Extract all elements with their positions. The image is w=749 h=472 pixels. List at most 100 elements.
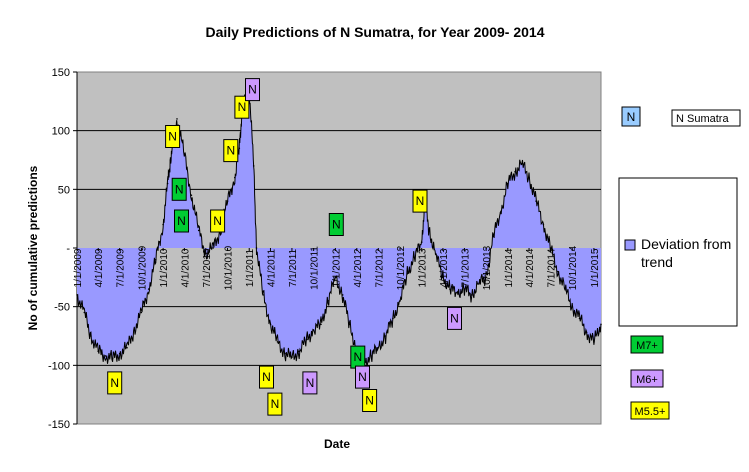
y-tick-label: -100 xyxy=(48,360,70,372)
y-tick-label: -150 xyxy=(48,419,70,431)
data-point xyxy=(593,341,595,343)
legend-deviation-box xyxy=(618,177,738,327)
event-marker-label: N xyxy=(262,370,271,384)
data-point xyxy=(76,294,78,296)
data-point xyxy=(370,355,373,357)
legend-magnitude-label: M7+ xyxy=(636,340,658,352)
data-point xyxy=(284,352,286,355)
y-axis-label: No of cumulative predictions xyxy=(26,165,40,330)
x-tick-label: 7/1/2014 xyxy=(547,248,558,287)
x-tick-label: 1/1/2014 xyxy=(504,248,515,287)
x-tick-label: 4/1/2011 xyxy=(267,248,278,287)
magnitude-legend: M7+ M6+ M5.5+ xyxy=(630,335,670,420)
data-point xyxy=(600,323,602,326)
x-tick-label: 1/1/2013 xyxy=(418,248,429,287)
event-marker xyxy=(165,125,181,148)
legend-deviation-label-line2: trend xyxy=(641,254,673,270)
data-point xyxy=(420,241,423,243)
legend-magnitude-label: M6+ xyxy=(636,374,658,386)
event-marker xyxy=(234,95,250,119)
data-point xyxy=(406,273,409,275)
legend-magnitude-label: M5.5+ xyxy=(635,406,666,418)
legend-series-marker xyxy=(621,106,641,127)
x-tick-label: 4/1/2009 xyxy=(94,248,105,287)
data-point xyxy=(205,253,207,255)
event-marker xyxy=(447,306,462,330)
data-point xyxy=(269,323,272,326)
data-point xyxy=(470,294,473,296)
event-marker-label: N xyxy=(238,100,247,114)
event-marker xyxy=(210,209,226,233)
event-marker-label: N xyxy=(226,144,235,158)
x-tick-label: 10/1/2013 xyxy=(482,245,493,290)
y-tick-label: - xyxy=(66,243,70,255)
legend-magnitude-swatch xyxy=(630,369,664,388)
data-point xyxy=(118,352,121,355)
event-marker-label: N xyxy=(271,397,280,411)
event-marker-label: N xyxy=(306,376,315,390)
data-point xyxy=(413,256,416,259)
x-tick-label: 10/1/2011 xyxy=(310,246,321,290)
x-tick-label: 1/1/2012 xyxy=(331,248,342,287)
plot-area: 150 100 50 - -50 -100 -150 1/1/2009 4/1/2009 7/1/… xyxy=(48,67,602,431)
data-point xyxy=(514,170,516,173)
data-point xyxy=(262,294,264,296)
x-tick-label: 7/1/2012 xyxy=(374,248,385,287)
legend-series-marker-label: N xyxy=(627,110,636,124)
data-point xyxy=(190,194,193,196)
data-point xyxy=(571,305,573,308)
chart-title: Daily Predictions of N Sumatra, for Year… xyxy=(205,24,544,40)
event-marker xyxy=(355,365,370,389)
legend-series-name: N Sumatra xyxy=(676,113,729,125)
event-marker xyxy=(171,177,187,201)
data-point xyxy=(478,282,480,285)
data-point xyxy=(542,223,545,226)
event-marker xyxy=(245,78,260,102)
legend-magnitude-swatch xyxy=(630,335,664,354)
legend-deviation-label-line1: Deviation from xyxy=(641,236,731,252)
x-tick-label: 7/1/2009 xyxy=(116,248,127,287)
x-tick-label: 7/1/2013 xyxy=(460,248,471,287)
event-marker xyxy=(267,392,283,416)
data-point xyxy=(399,300,401,302)
data-point xyxy=(83,311,86,314)
x-tick-label: 10/1/2012 xyxy=(396,245,407,290)
data-point xyxy=(485,276,487,279)
data-point xyxy=(528,176,530,179)
event-marker-label: N xyxy=(450,311,459,325)
x-tick-label: 1/1/2015 xyxy=(590,248,601,287)
event-marker xyxy=(302,371,318,395)
y-tick-label: 150 xyxy=(52,67,70,79)
data-point xyxy=(140,311,143,314)
data-point xyxy=(97,350,99,353)
data-point xyxy=(341,294,344,296)
data-point xyxy=(197,229,200,232)
x-tick-label: 1/1/2010 xyxy=(159,248,170,287)
event-marker xyxy=(328,213,344,236)
data-point xyxy=(162,223,164,226)
y-tick-label: 100 xyxy=(52,126,70,138)
data-point xyxy=(442,276,444,279)
data-point xyxy=(434,253,437,255)
data-point xyxy=(499,212,502,214)
data-point xyxy=(234,176,236,179)
data-point xyxy=(578,317,581,320)
event-marker-label: N xyxy=(332,218,341,232)
data-point xyxy=(456,291,459,294)
data-point xyxy=(298,350,301,353)
data-point xyxy=(155,258,157,261)
event-marker xyxy=(362,389,378,412)
data-point xyxy=(428,229,430,232)
data-point xyxy=(377,346,380,349)
x-tick-label: 4/1/2010 xyxy=(180,248,191,287)
event-marker-label: N xyxy=(110,376,119,390)
data-point xyxy=(507,182,509,185)
legend-deviation-swatch xyxy=(624,239,636,251)
data-point xyxy=(104,355,107,357)
data-point xyxy=(291,356,293,358)
data-point xyxy=(176,118,178,120)
data-point xyxy=(133,329,136,331)
data-point xyxy=(492,235,495,238)
x-tick-label: 10/1/2014 xyxy=(568,245,579,290)
